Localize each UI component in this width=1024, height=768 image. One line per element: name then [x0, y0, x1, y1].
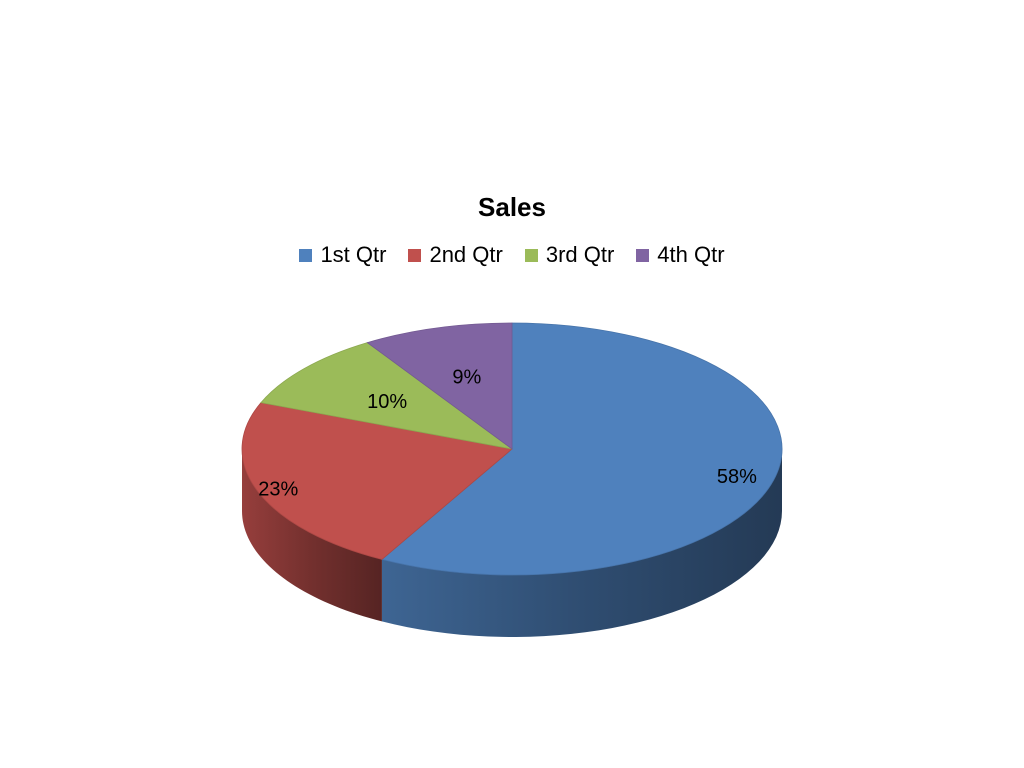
legend-swatch-4th-qtr	[636, 248, 650, 262]
legend-item-1st-qtr: 1st Qtr	[299, 242, 386, 268]
pie-slice-2nd-qtr	[241, 402, 513, 560]
legend-swatch-1st-qtr	[299, 248, 313, 262]
legend-label-3rd-qtr: 3rd Qtr	[545, 242, 615, 267]
pie-side-2nd-qtr	[242, 449, 382, 622]
legend-swatch-2nd-qtr	[408, 248, 422, 262]
pie-slices	[241, 322, 783, 576]
legend-item-3rd-qtr: 3rd Qtr	[524, 242, 615, 268]
pie-side-1st-qtr	[381, 449, 782, 637]
pie-slice-3rd-qtr	[260, 342, 513, 450]
data-label-4th-qtr: 9%	[452, 366, 481, 388]
legend-label-2nd-qtr: 2nd Qtr	[429, 242, 503, 267]
chart-title: Sales	[478, 192, 546, 222]
legend-label-1st-qtr: 1st Qtr	[320, 242, 387, 267]
legend-swatch-3rd-qtr	[524, 248, 538, 262]
pie-sides	[242, 449, 782, 637]
legend-item-2nd-qtr: 2nd Qtr	[408, 242, 503, 268]
pie-slice-1st-qtr	[381, 322, 783, 576]
legend-item-4th-qtr: 4th Qtr	[636, 242, 725, 268]
pie-data-labels: 58% 23% 10% 9%	[258, 366, 757, 500]
pie-slice-4th-qtr	[366, 322, 513, 450]
chart-legend: 1st Qtr 2nd Qtr 3rd Qtr 4th Qtr	[0, 242, 1024, 268]
data-label-2nd-qtr: 23%	[258, 478, 298, 500]
legend-label-4th-qtr: 4th Qtr	[657, 242, 725, 267]
data-label-3rd-qtr: 10%	[367, 391, 407, 413]
data-label-1st-qtr: 58%	[717, 466, 757, 488]
